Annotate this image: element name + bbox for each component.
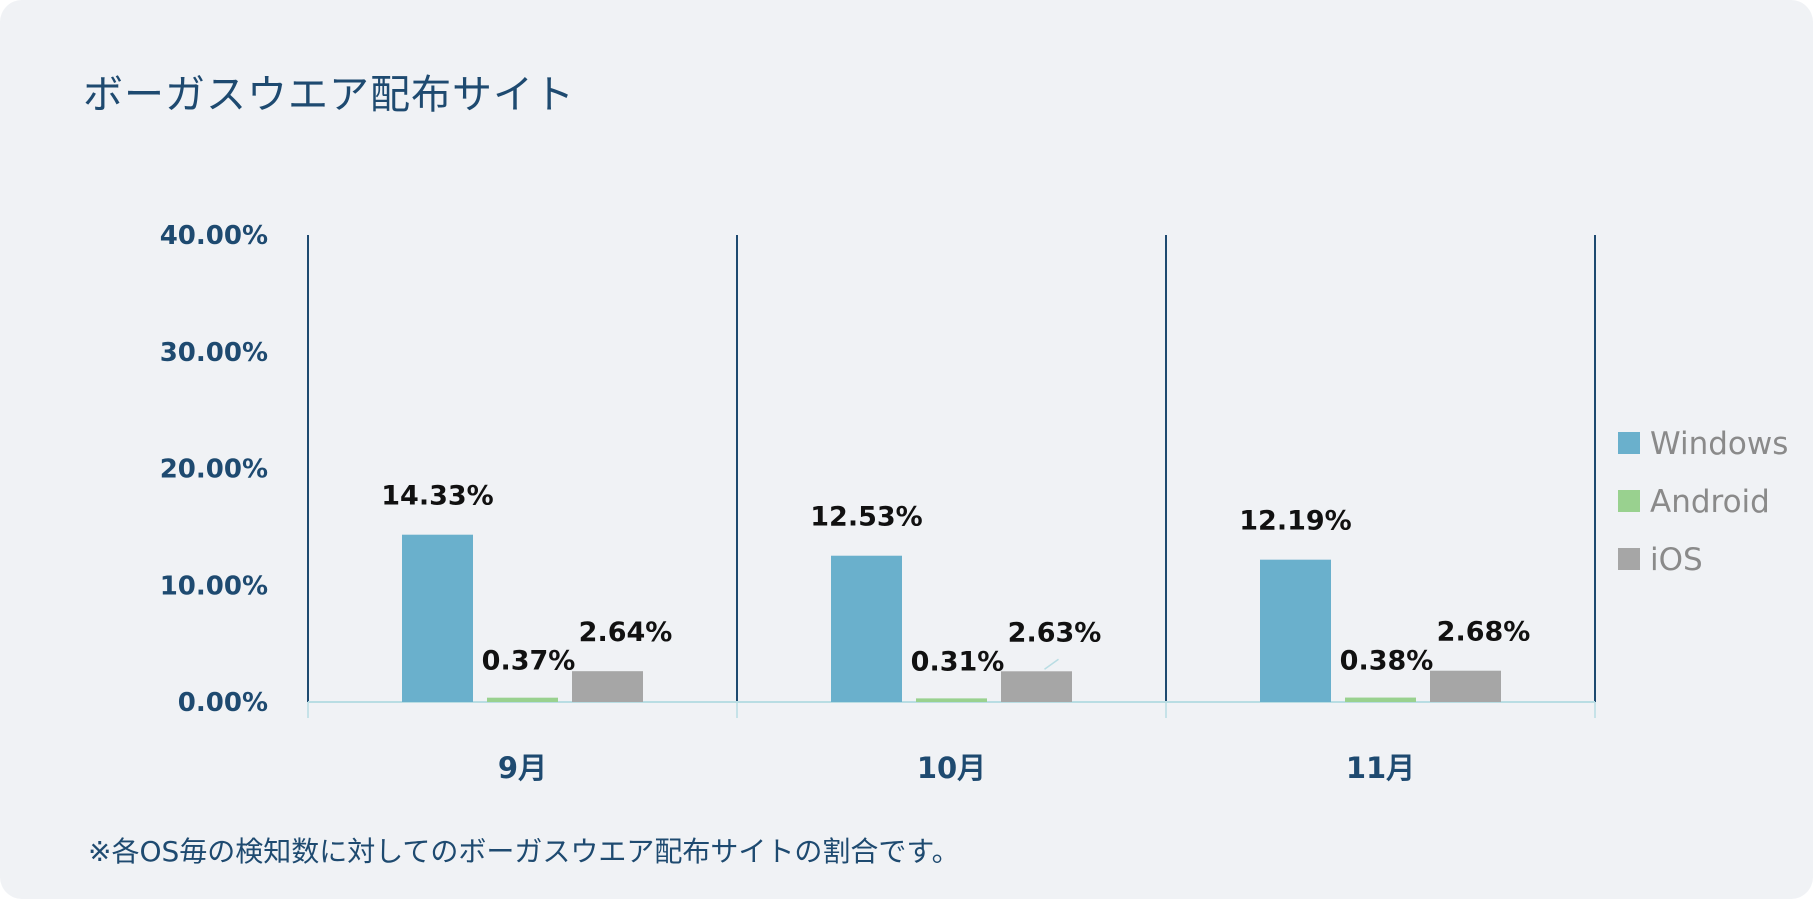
legend-swatch-windows	[1618, 432, 1640, 454]
chart-title: ボーガスウエア配布サイト	[83, 72, 575, 118]
data-label: 0.31%	[911, 646, 1005, 677]
legend-label: Android	[1650, 484, 1770, 520]
bar-android	[1345, 697, 1416, 702]
bar-windows	[1260, 559, 1331, 702]
y-tick-label: 0.00%	[178, 688, 268, 718]
data-label: 2.64%	[579, 617, 673, 648]
legend-swatch-ios	[1618, 548, 1640, 570]
bar-ios	[1001, 671, 1072, 702]
x-tick-label: 11月	[1346, 751, 1415, 785]
data-label: 2.63%	[1008, 617, 1102, 648]
footnote: ※各OS毎の検知数に対してのボーガスウエア配布サイトの割合です。	[88, 835, 960, 868]
bar-android	[916, 698, 987, 702]
legend-label: iOS	[1650, 542, 1703, 578]
y-tick-label: 20.00%	[160, 455, 268, 485]
bar-ios	[1430, 670, 1501, 702]
y-tick-label: 10.00%	[160, 571, 268, 601]
x-tick-label: 9月	[498, 751, 547, 785]
data-label: 12.53%	[810, 502, 922, 533]
y-tick-label: 40.00%	[160, 221, 268, 251]
data-label: 12.19%	[1239, 506, 1351, 537]
data-label: 0.37%	[482, 646, 576, 677]
bar-windows	[402, 534, 473, 702]
bar-windows	[831, 555, 902, 702]
data-label: 14.33%	[381, 481, 493, 512]
legend-label: Windows	[1650, 426, 1788, 462]
legend-swatch-android	[1618, 490, 1640, 512]
y-tick-label: 30.00%	[160, 338, 268, 368]
x-tick-label: 10月	[917, 751, 986, 785]
data-label: 0.38%	[1340, 646, 1434, 677]
bar-ios	[572, 671, 643, 702]
data-label: 2.68%	[1437, 617, 1531, 648]
bar-android	[487, 697, 558, 702]
leader-line	[1044, 658, 1059, 670]
